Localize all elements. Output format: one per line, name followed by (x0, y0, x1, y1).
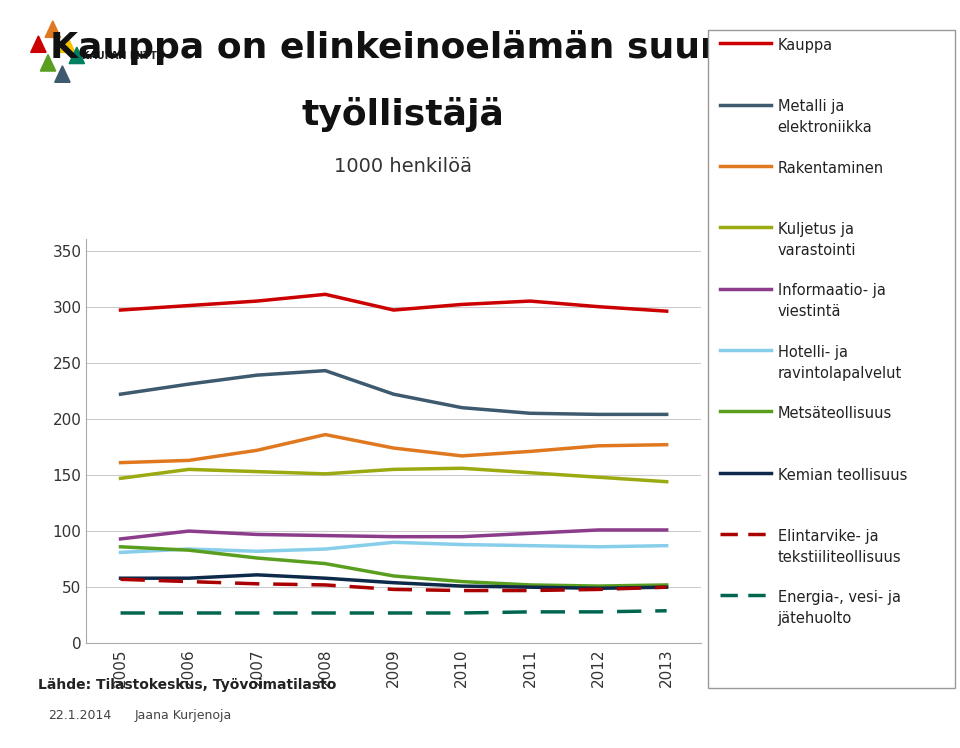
Text: työllistäjä: työllistäjä (301, 97, 505, 132)
Text: 22.1.2014: 22.1.2014 (48, 709, 111, 722)
Text: tekstiiliteollisuus: tekstiiliteollisuus (778, 550, 901, 565)
Text: 1000 henkilöä: 1000 henkilöä (334, 157, 472, 176)
Text: elektroniikka: elektroniikka (778, 120, 873, 135)
Text: ravintolapalvelut: ravintolapalvelut (778, 366, 901, 381)
Text: Energia-, vesi- ja: Energia-, vesi- ja (778, 590, 900, 605)
Text: Hotelli- ja: Hotelli- ja (778, 345, 848, 360)
Text: Lähde: Tilastokeskus, Työvoimatilasto: Lähde: Tilastokeskus, Työvoimatilasto (38, 678, 336, 692)
Polygon shape (69, 47, 84, 64)
Text: varastointi: varastointi (778, 243, 856, 258)
Text: Kemian teollisuus: Kemian teollisuus (778, 468, 907, 482)
Text: jätehuolto: jätehuolto (778, 611, 852, 626)
Text: Jaana Kurjenoja: Jaana Kurjenoja (134, 709, 231, 722)
Polygon shape (55, 66, 70, 82)
Polygon shape (40, 55, 56, 71)
Text: Kauppa: Kauppa (778, 38, 832, 53)
Text: viestintä: viestintä (778, 304, 841, 319)
Text: Metalli ja: Metalli ja (778, 99, 844, 114)
Text: Metsäteollisuus: Metsäteollisuus (778, 406, 892, 421)
Text: Elintarvike- ja: Elintarvike- ja (778, 529, 878, 544)
Polygon shape (60, 36, 75, 52)
Text: Kauppa on elinkeinoelämän suurin: Kauppa on elinkeinoelämän suurin (50, 30, 756, 65)
Text: Kuljetus ja: Kuljetus ja (778, 222, 853, 237)
Polygon shape (31, 36, 46, 52)
Text: Rakentaminen: Rakentaminen (778, 161, 884, 176)
Polygon shape (45, 21, 60, 37)
Text: Informaatio- ja: Informaatio- ja (778, 283, 885, 298)
Text: KAUPAN LIITTO: KAUPAN LIITTO (82, 51, 165, 61)
